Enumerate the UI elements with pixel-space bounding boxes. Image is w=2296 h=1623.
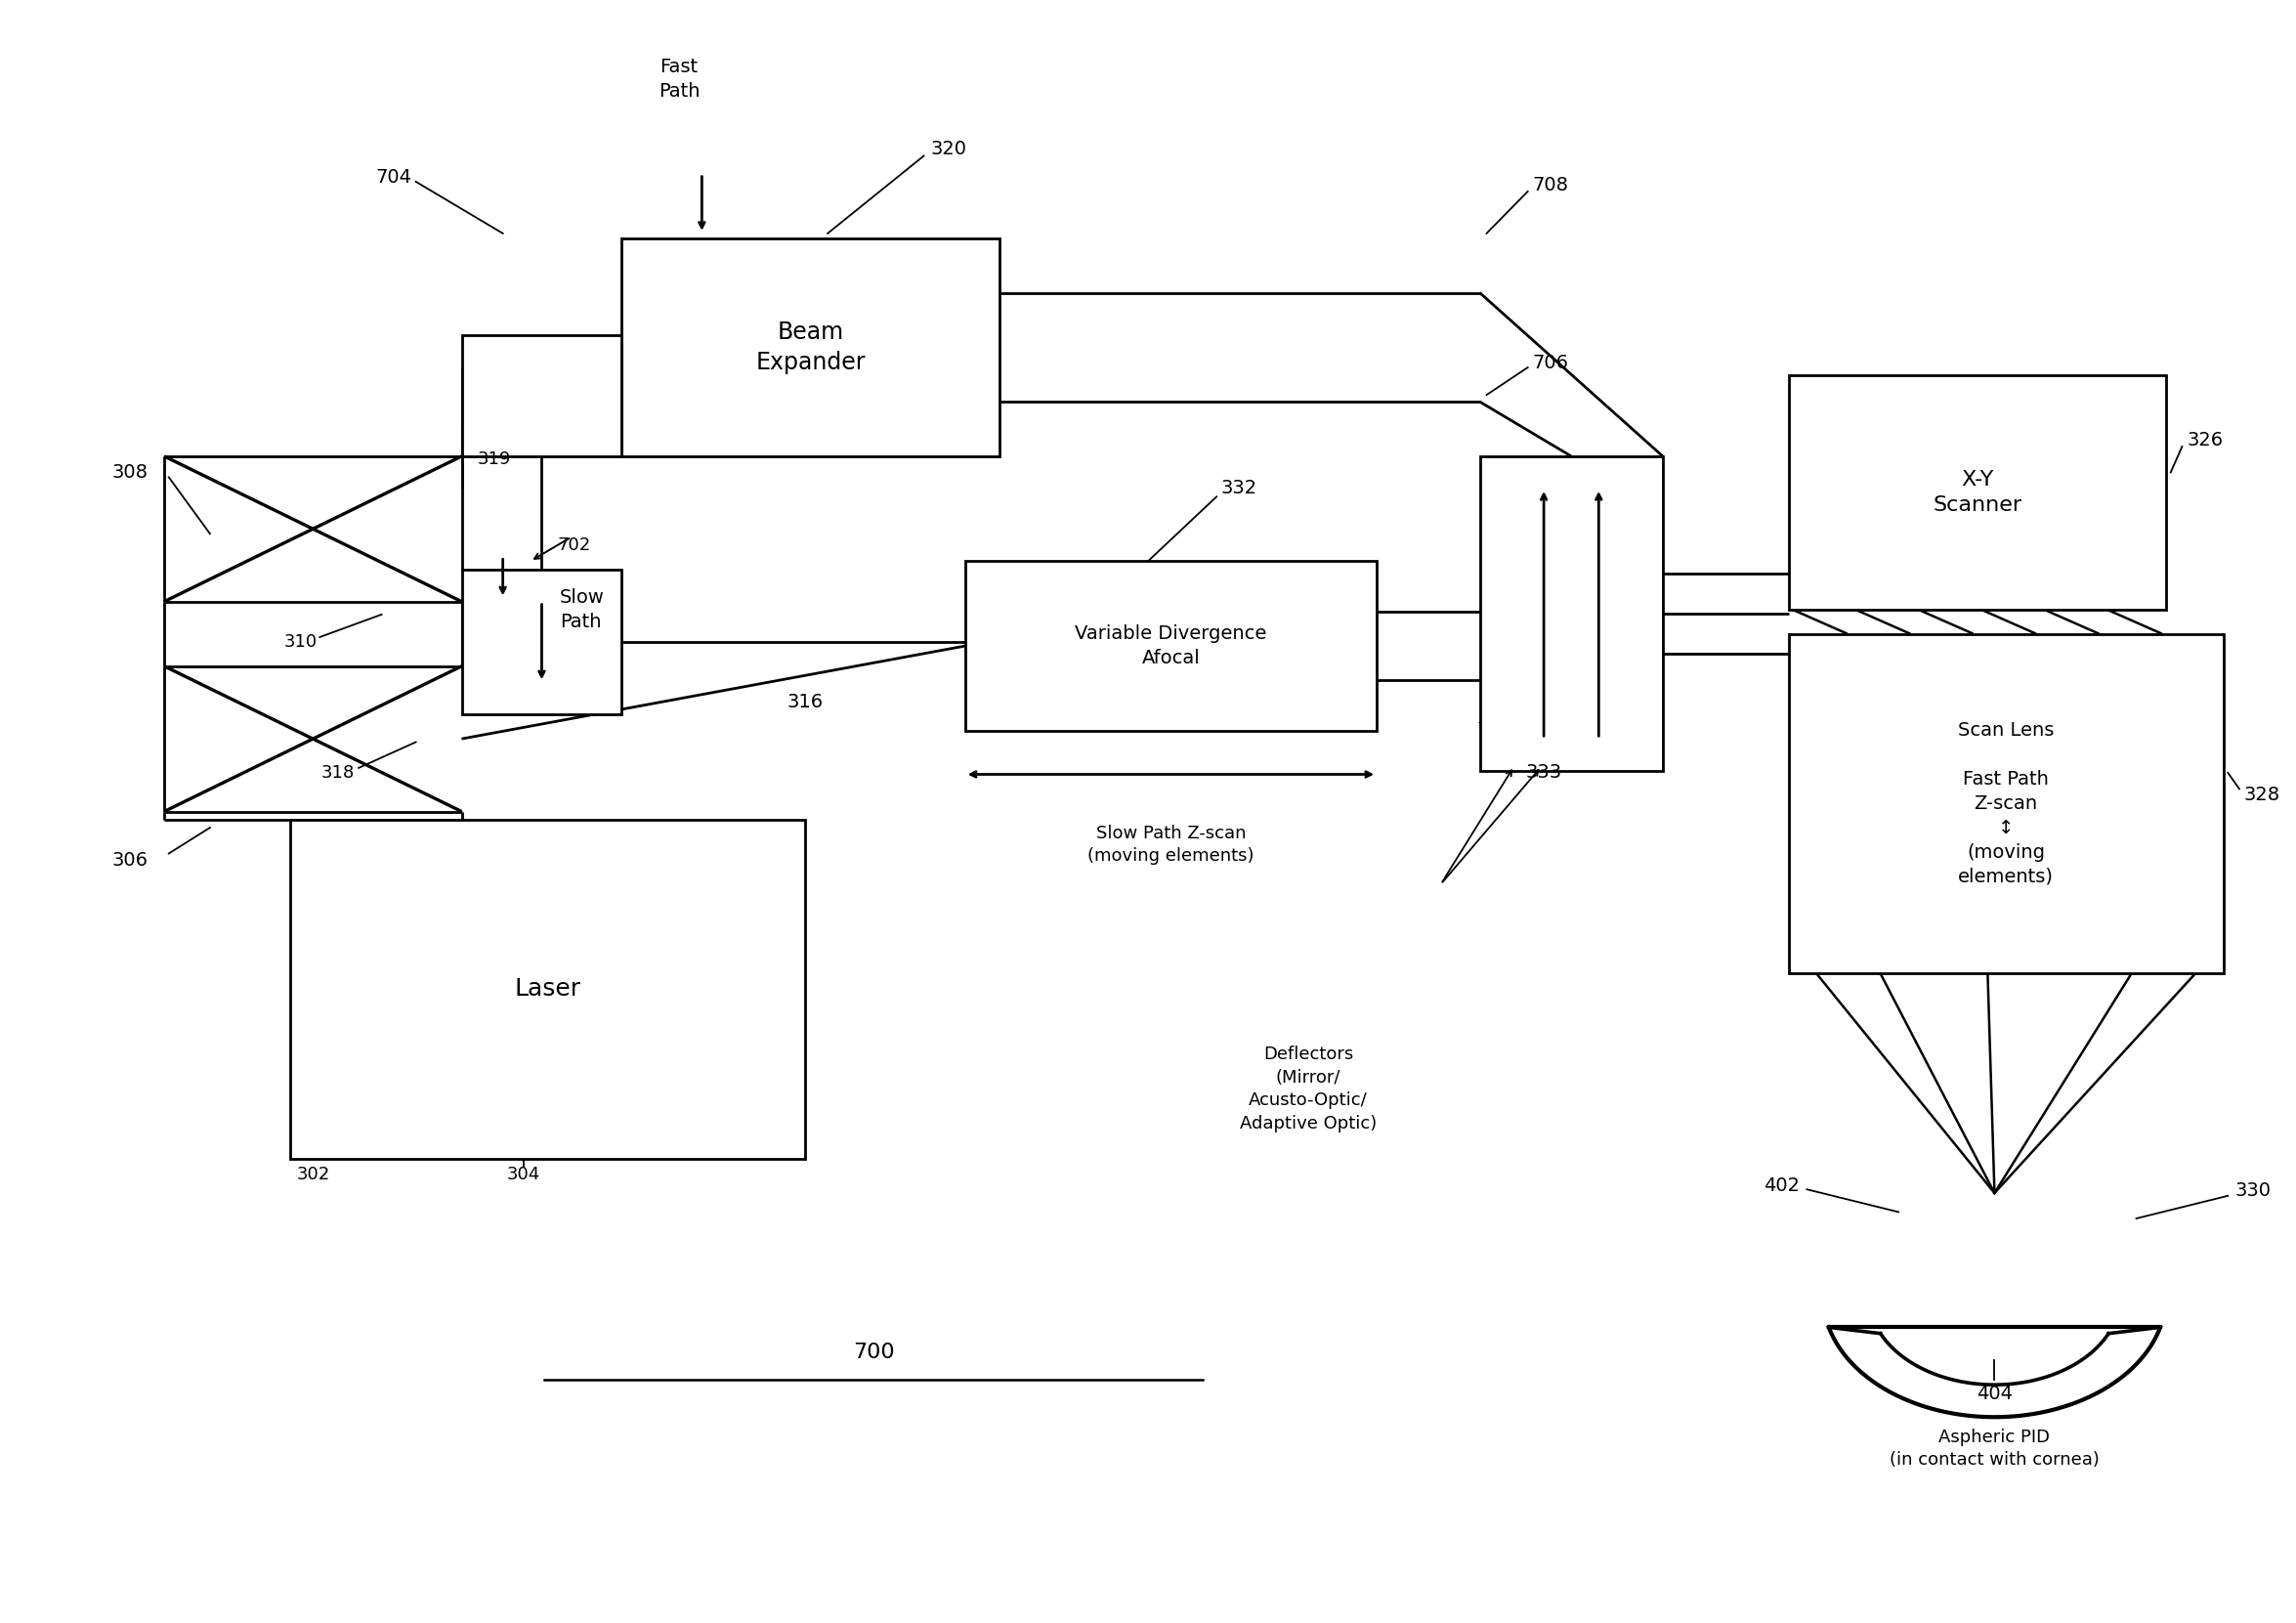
Text: 700: 700 (852, 1342, 893, 1362)
Text: 708: 708 (1531, 175, 1568, 195)
Text: 702: 702 (558, 536, 590, 553)
Bar (1789, 375, 2165, 610)
Text: X-Y
Scanner: X-Y Scanner (1933, 471, 2023, 514)
Text: 320: 320 (930, 140, 967, 159)
Text: 304: 304 (507, 1165, 540, 1183)
Text: Deflectors
(Mirror/
Acusto-Optic/
Adaptive Optic): Deflectors (Mirror/ Acusto-Optic/ Adapti… (1240, 1045, 1378, 1133)
Text: 326: 326 (2186, 430, 2223, 450)
Bar (289, 820, 806, 1159)
Text: Variable Divergence
Afocal: Variable Divergence Afocal (1075, 625, 1267, 667)
Text: 706: 706 (1531, 354, 1568, 372)
Text: 333: 333 (1525, 763, 1561, 782)
Text: 330: 330 (2234, 1182, 2271, 1201)
Bar (461, 334, 622, 456)
Text: 404: 404 (1977, 1384, 2014, 1404)
Text: Laser: Laser (514, 977, 581, 1001)
Text: 328: 328 (2243, 786, 2280, 805)
Text: 310: 310 (285, 633, 317, 651)
Text: 302: 302 (296, 1165, 331, 1183)
Text: 402: 402 (1763, 1177, 1800, 1196)
Text: 306: 306 (113, 850, 147, 870)
Bar (1789, 635, 2223, 972)
Text: 319: 319 (478, 451, 512, 469)
Text: 704: 704 (374, 167, 411, 187)
Bar (964, 562, 1378, 730)
Text: Aspheric PID
(in contact with cornea): Aspheric PID (in contact with cornea) (1890, 1428, 2099, 1469)
Text: Fast
Path: Fast Path (659, 58, 700, 101)
Text: 316: 316 (788, 693, 822, 711)
Text: 332: 332 (1221, 479, 1258, 498)
Text: Slow
Path: Slow Path (560, 588, 604, 631)
Text: 308: 308 (113, 463, 147, 482)
Text: Beam
Expander: Beam Expander (755, 320, 866, 375)
Bar (461, 570, 622, 714)
Text: Slow Path Z-scan
(moving elements): Slow Path Z-scan (moving elements) (1088, 824, 1254, 865)
Bar (1479, 456, 1662, 771)
Text: Scan Lens

Fast Path
Z-scan
↕
(moving
elements): Scan Lens Fast Path Z-scan ↕ (moving ele… (1958, 721, 2055, 886)
Text: 318: 318 (321, 764, 354, 782)
Bar (622, 239, 999, 456)
